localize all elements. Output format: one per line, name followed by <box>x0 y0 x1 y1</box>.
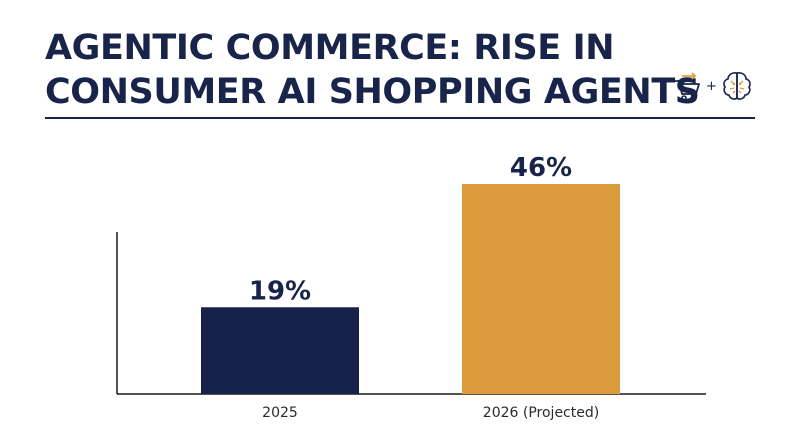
title-icons: + <box>673 66 754 106</box>
bar-2 <box>462 184 620 394</box>
data-label-1: 19% <box>249 276 311 306</box>
chart-title: AGENTIC COMMERCE: RISE IN CONSUMER AI SH… <box>45 26 700 114</box>
shopping-cart-icon <box>675 72 700 101</box>
chart-title-line-2: CONSUMER AI SHOPPING AGENTS <box>45 72 700 112</box>
brain-icon <box>723 72 751 100</box>
plus-icon: + <box>706 78 717 94</box>
bars-group: 19% 2025 46% 2026 (Projected) <box>201 153 620 421</box>
x-tick-label-2: 2026 (Projected) <box>483 405 599 421</box>
x-tick-label-1: 2025 <box>262 405 298 421</box>
data-label-2: 46% <box>510 153 572 183</box>
title-divider <box>45 117 755 119</box>
chart-title-line-1: AGENTIC COMMERCE: RISE IN <box>45 28 615 68</box>
bar-1 <box>201 307 359 394</box>
